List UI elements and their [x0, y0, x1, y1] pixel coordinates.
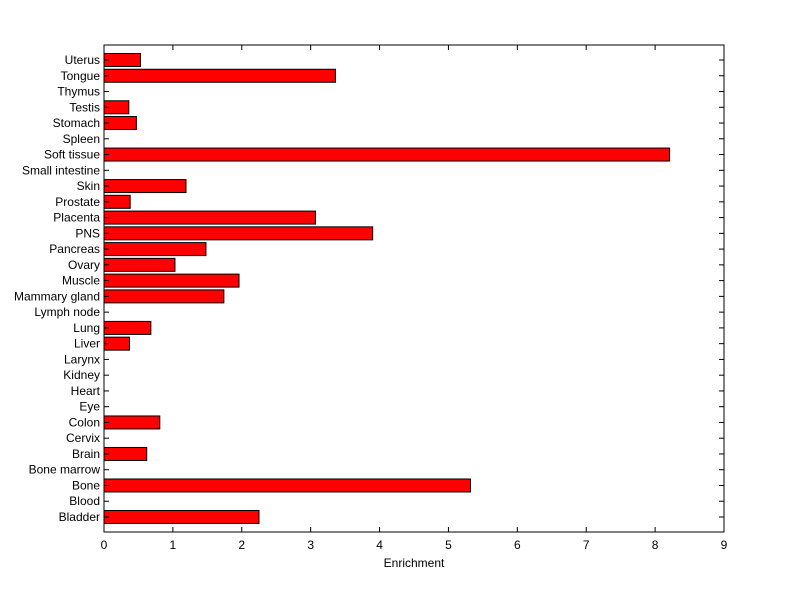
x-ticks: 0 1 2 3 4 5 6 7 8 9 [101, 45, 728, 552]
y-tick-label: Muscle [62, 274, 100, 288]
bar [103, 289, 225, 304]
y-tick-label: Tongue [61, 69, 101, 83]
y-tick-label: Liver [74, 337, 100, 351]
bar [103, 210, 316, 225]
y-tick-label: Placenta [53, 211, 100, 225]
x-tick-label: 8 [652, 538, 659, 552]
y-tick-label: PNS [75, 226, 100, 240]
x-tick-label: 3 [307, 538, 314, 552]
bar [103, 415, 161, 430]
x-axis-label: Enrichment [384, 556, 445, 570]
y-tick-label: Heart [71, 384, 101, 398]
y-tick-label: Bone marrow [29, 463, 101, 477]
y-tick-label: Testis [69, 100, 100, 114]
y-tick-label: Soft tissue [44, 148, 100, 162]
x-tick-label: 9 [721, 538, 728, 552]
x-tick-label: 1 [170, 538, 177, 552]
y-tick-label: Prostate [55, 195, 100, 209]
y-tick-label: Small intestine [22, 163, 100, 177]
x-tick-label: 2 [238, 538, 245, 552]
y-tick-label: Skin [77, 179, 100, 193]
bar [103, 446, 148, 461]
bar [103, 68, 336, 83]
bar [103, 320, 152, 335]
y-tick-label: Brain [72, 447, 100, 461]
bar [103, 242, 207, 257]
y-tick-label: Bone [72, 478, 100, 492]
y-tick-label: Lung [73, 321, 100, 335]
x-tick-label: 4 [376, 538, 383, 552]
x-tick-label: 0 [101, 538, 108, 552]
x-tick-label: 7 [583, 538, 590, 552]
y-tick-label: Blood [69, 494, 100, 508]
y-tick-label: Pancreas [49, 242, 100, 256]
plot-area [104, 45, 724, 532]
y-tick-label: Kidney [63, 368, 100, 382]
y-tick-label: Bladder [59, 510, 100, 524]
y-tick-label: Lymph node [34, 305, 100, 319]
y-tick-label: Colon [69, 415, 100, 429]
bar [103, 53, 142, 67]
bar [103, 147, 671, 162]
x-tick-label: 5 [445, 538, 452, 552]
x-tick-label: 6 [514, 538, 521, 552]
y-tick-label: Eye [79, 400, 100, 414]
bar [103, 179, 187, 194]
y-tick-label: Mammary gland [14, 289, 100, 303]
y-tick-label: Thymus [57, 85, 100, 99]
y-tick-label: Larynx [64, 352, 100, 366]
y-tick-label: Stomach [53, 116, 100, 130]
plot-frame [103, 44, 725, 533]
bar [103, 510, 260, 524]
y-tick-label: Uterus [65, 53, 100, 67]
y-tick-label: Cervix [66, 431, 100, 445]
bar [103, 257, 176, 272]
bar [103, 273, 240, 288]
y-tick-label: Spleen [63, 132, 100, 146]
bar [103, 478, 471, 493]
y-tick-label: Ovary [68, 258, 100, 272]
bar [103, 226, 374, 241]
